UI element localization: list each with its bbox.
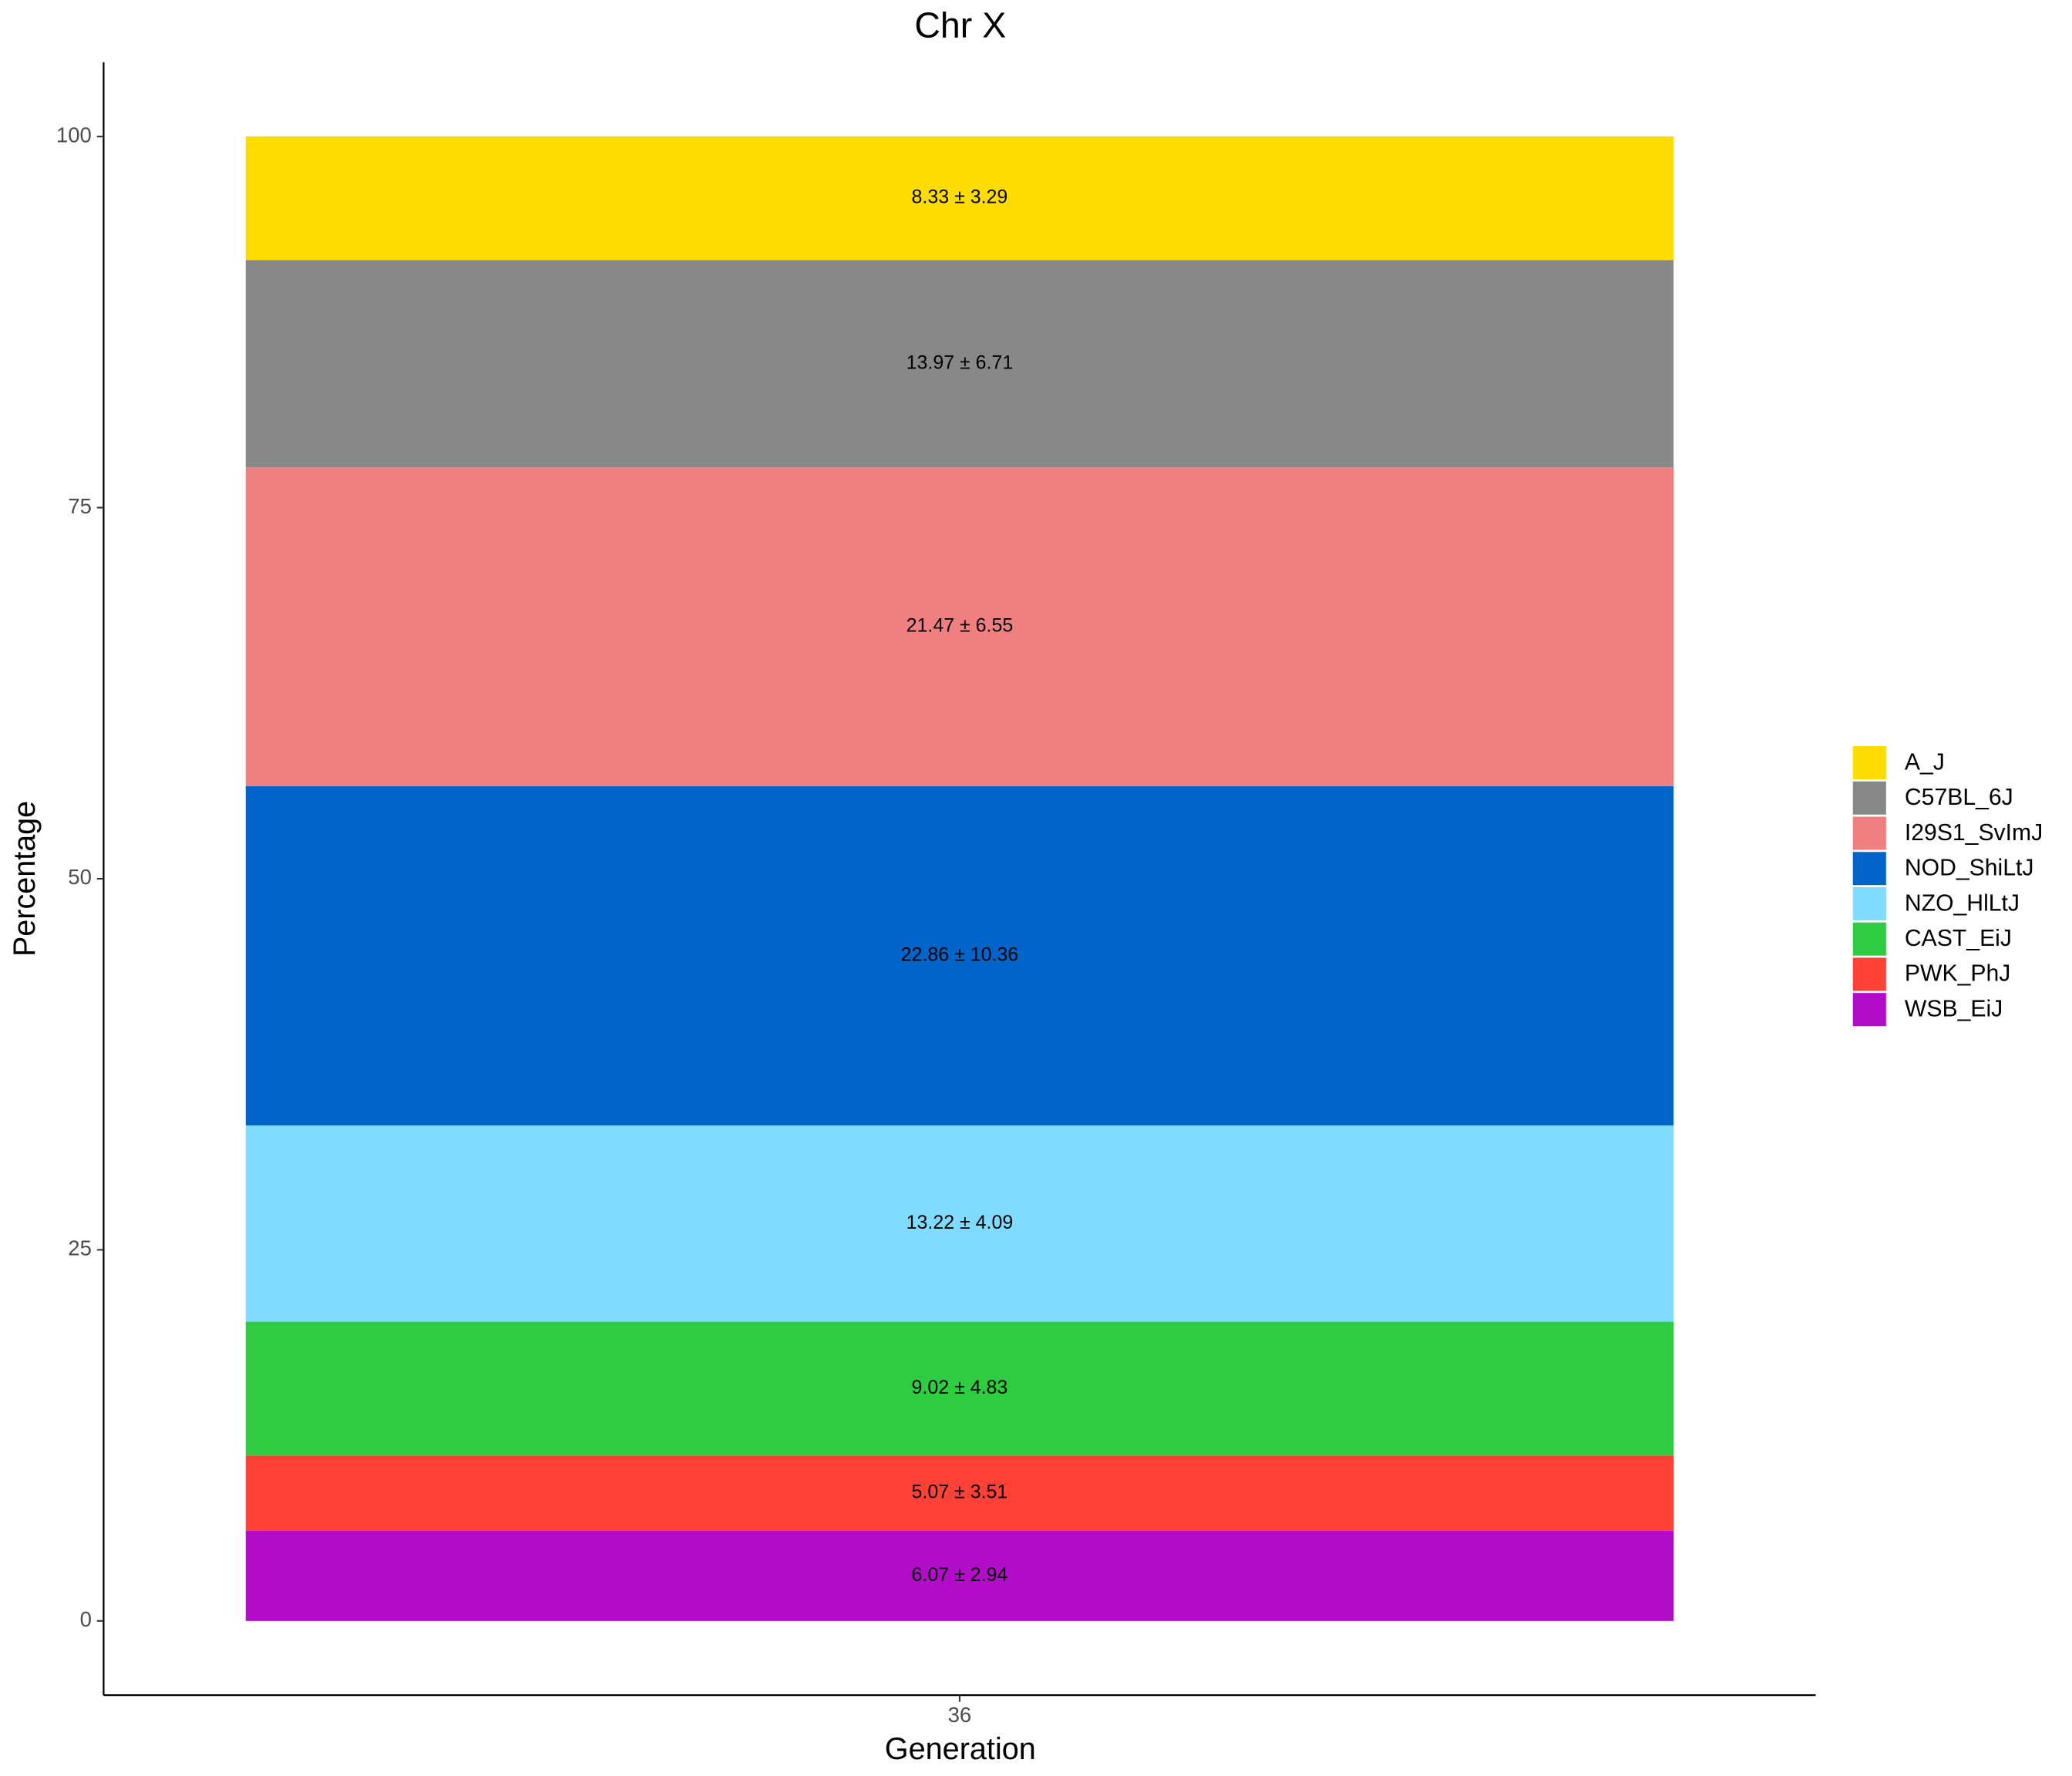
legend-label: I29S1_SvImJ xyxy=(1905,820,2043,846)
legend-key xyxy=(1852,886,1886,920)
value-label: 13.22 ± 4.09 xyxy=(906,1212,1014,1233)
bar-segment xyxy=(245,1530,1674,1621)
bar-segment xyxy=(245,1321,1674,1456)
bar-segment xyxy=(245,467,1674,786)
legend-key xyxy=(1852,852,1886,886)
legend-label: A_J xyxy=(1905,749,1945,775)
legend-label: NOD_ShiLtJ xyxy=(1905,856,2034,881)
y-axis-title: Percentage xyxy=(8,801,42,957)
bar-segment xyxy=(245,136,1674,261)
x-tick-label: 36 xyxy=(948,1703,972,1727)
legend-label: NZO_HlLtJ xyxy=(1905,890,2020,916)
y-tick-label: 50 xyxy=(68,865,92,889)
x-axis-title: Generation xyxy=(885,1732,1036,1766)
legend-key xyxy=(1852,746,1886,780)
legend-key xyxy=(1852,993,1886,1027)
bar-segment xyxy=(245,785,1674,1126)
y-tick-label: 100 xyxy=(56,123,92,146)
value-label: 6.07 ± 2.94 xyxy=(912,1564,1008,1586)
legend-label: C57BL_6J xyxy=(1905,785,2013,810)
value-label: 22.86 ± 10.36 xyxy=(901,944,1019,966)
y-tick-label: 0 xyxy=(80,1607,92,1631)
y-tick-label: 25 xyxy=(68,1236,92,1260)
bar-segment xyxy=(245,1125,1674,1322)
legend-key xyxy=(1852,816,1886,850)
legend-label: CAST_EiJ xyxy=(1905,926,2012,951)
chart-title: Chr X xyxy=(914,5,1006,45)
value-label: 5.07 ± 3.51 xyxy=(912,1482,1008,1503)
y-tick-label: 75 xyxy=(68,494,92,518)
legend-key xyxy=(1852,957,1886,991)
legend-key xyxy=(1852,781,1886,815)
legend-label: WSB_EiJ xyxy=(1905,996,2003,1021)
bar-segment xyxy=(245,1455,1674,1531)
value-label: 13.97 ± 6.71 xyxy=(906,352,1014,373)
plot: Chr X Generation Percentage 0 25 50 75 100 36… xyxy=(8,5,2043,1765)
bar-segment xyxy=(245,260,1674,468)
value-label: 21.47 ± 6.55 xyxy=(906,615,1014,637)
value-label: 9.02 ± 4.83 xyxy=(912,1377,1008,1398)
value-label: 8.33 ± 3.29 xyxy=(912,187,1008,208)
legend-label: PWK_PhJ xyxy=(1905,961,2010,987)
legend-key xyxy=(1852,922,1886,956)
